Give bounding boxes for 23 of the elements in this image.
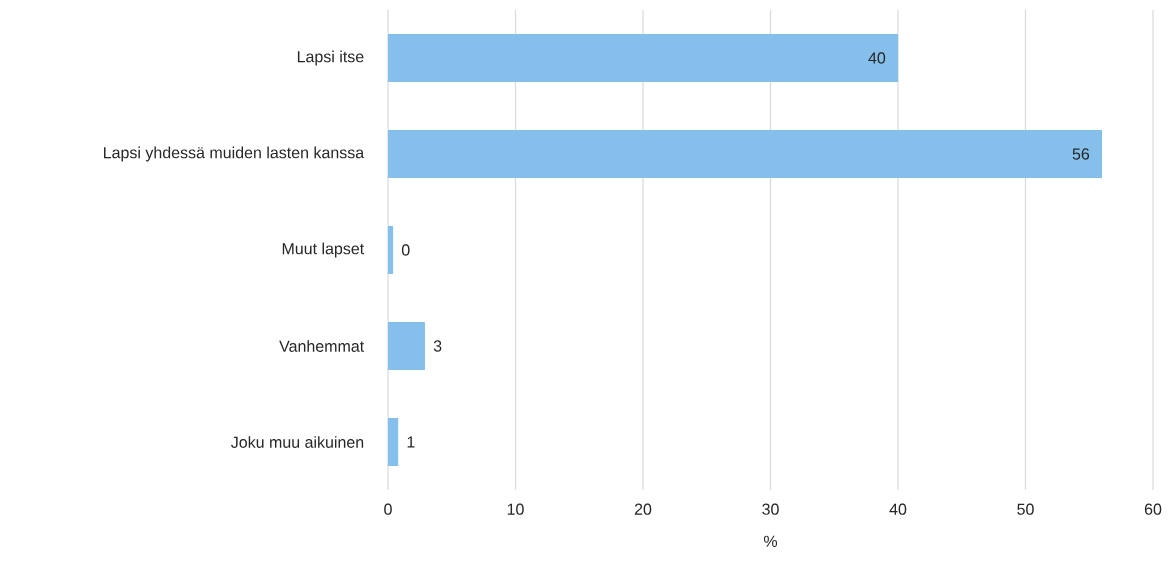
bar bbox=[388, 34, 899, 83]
y-tick-label: Lapsi yhdessä muiden lasten kanssa bbox=[104, 146, 365, 162]
bar bbox=[388, 130, 1102, 179]
bar bbox=[388, 226, 394, 275]
x-tick-label: 50 bbox=[1017, 503, 1034, 515]
y-tick-label: Vanhemmat bbox=[279, 340, 365, 352]
data-label: 0 bbox=[401, 244, 410, 256]
x-tick-label: 0 bbox=[384, 503, 392, 515]
data-label: 3 bbox=[433, 340, 442, 352]
data-label: 40 bbox=[868, 52, 886, 64]
data-label: 56 bbox=[1072, 148, 1090, 160]
y-tick-label: Muut lapset bbox=[282, 242, 365, 258]
x-axis-title: % bbox=[763, 535, 778, 547]
x-tick-label: 30 bbox=[762, 503, 779, 515]
x-tick-label: 20 bbox=[634, 503, 652, 515]
bar bbox=[388, 418, 399, 466]
data-label: 1 bbox=[407, 436, 415, 448]
bar bbox=[388, 322, 425, 371]
y-tick-label: Joku muu aikuinen bbox=[231, 436, 364, 448]
x-tick-label: 10 bbox=[507, 503, 524, 515]
y-tick-label: Lapsi itse bbox=[297, 50, 364, 66]
x-tick-label: 40 bbox=[889, 503, 907, 515]
x-tick-label: 60 bbox=[1144, 503, 1162, 515]
